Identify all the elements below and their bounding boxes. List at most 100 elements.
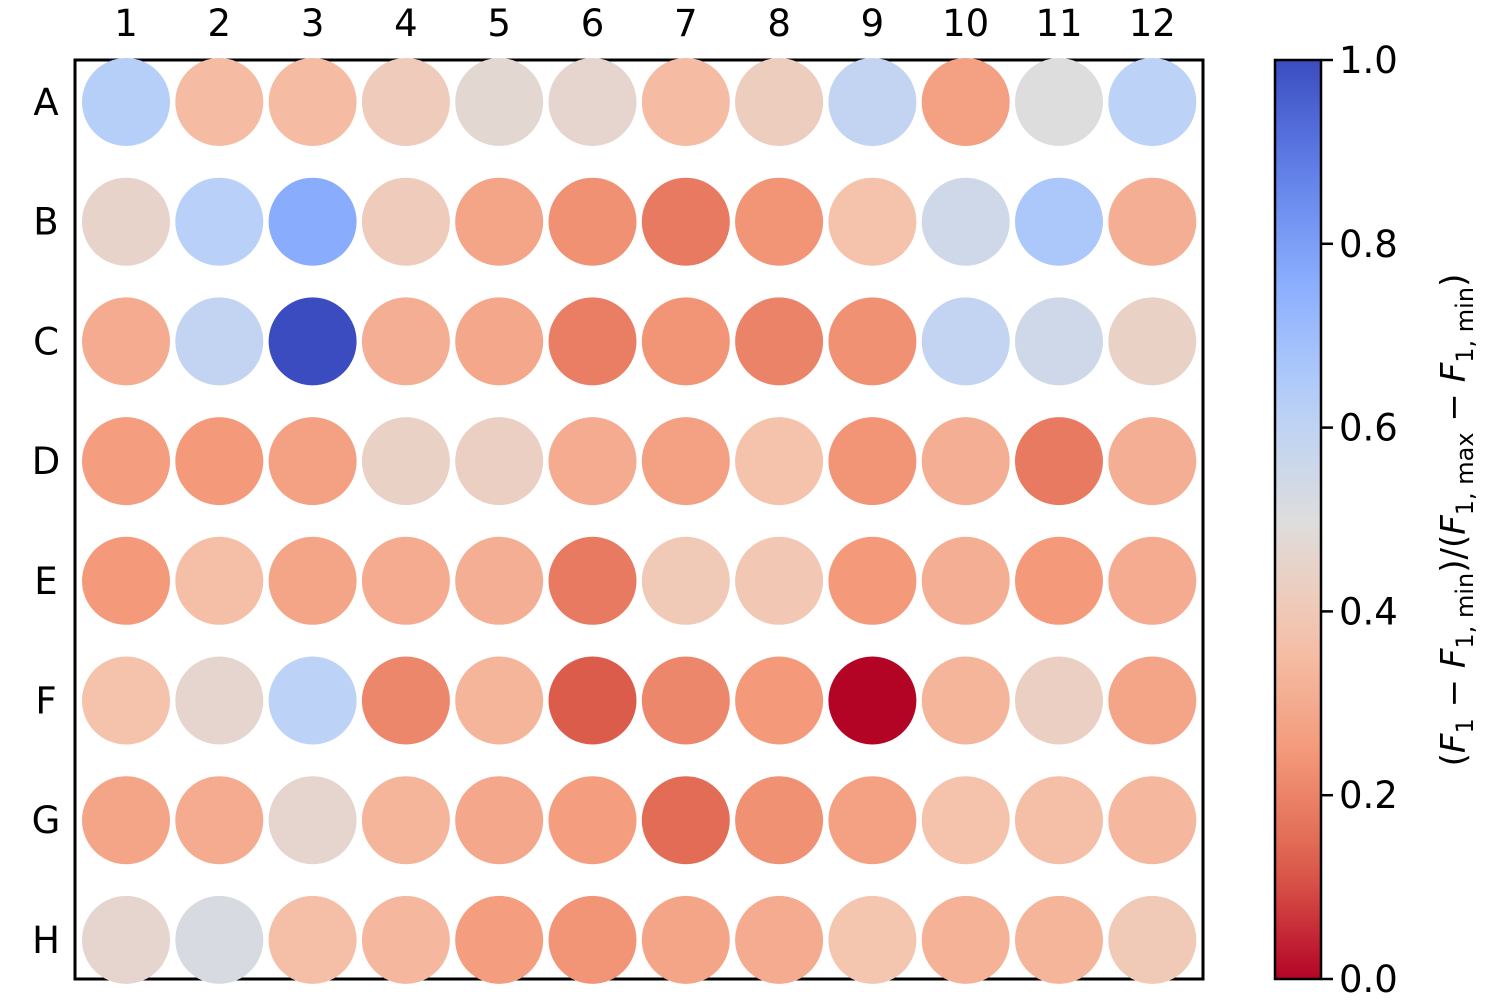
well-H11 (1015, 895, 1103, 984)
well-B1 (82, 177, 170, 266)
cb-title-f2: F (1434, 648, 1474, 668)
plot-area (73, 58, 1205, 981)
row-label-G: G (32, 799, 61, 842)
well-C6 (548, 297, 637, 386)
well-C7 (641, 297, 730, 386)
well-D6 (548, 417, 637, 506)
well-C10 (921, 297, 1010, 386)
well-A1 (82, 58, 170, 146)
column-label-9: 9 (861, 2, 885, 45)
column-label-7: 7 (674, 2, 698, 45)
cb-title-submin2: 1, min (1451, 287, 1479, 363)
row-label-B: B (33, 201, 58, 244)
well-A8 (735, 58, 824, 146)
well-A5 (455, 58, 544, 146)
cb-title-f1: F (1434, 733, 1474, 753)
well-G9 (828, 776, 917, 865)
well-A2 (175, 58, 264, 146)
well-A7 (641, 58, 730, 146)
wells-group (82, 58, 1197, 984)
well-B4 (361, 177, 450, 266)
colorbar-tick-label: 0.8 (1339, 223, 1398, 266)
well-E9 (828, 536, 917, 625)
well-B3 (268, 177, 357, 266)
cb-title-f4: F (1434, 362, 1474, 382)
column-label-2: 2 (208, 2, 232, 45)
well-E12 (1108, 536, 1197, 625)
well-G2 (175, 776, 264, 865)
well-C11 (1015, 297, 1103, 386)
well-G6 (548, 776, 637, 865)
column-labels: 1 2 3 4 5 6 7 8 9 10 11 12 (114, 2, 1176, 45)
well-F7 (641, 656, 730, 745)
well-D7 (641, 417, 730, 506)
well-C12 (1108, 297, 1197, 386)
column-label-8: 8 (767, 2, 791, 45)
row-label-E: E (34, 560, 57, 603)
well-G5 (455, 776, 544, 865)
well-A12 (1108, 58, 1197, 146)
column-label-5: 5 (487, 2, 511, 45)
well-H5 (455, 895, 544, 984)
well-G10 (921, 776, 1010, 865)
column-label-11: 11 (1035, 2, 1082, 45)
well-G7 (641, 776, 730, 865)
well-H10 (921, 895, 1010, 984)
well-H8 (735, 895, 824, 984)
well-B10 (921, 177, 1010, 266)
well-G1 (82, 776, 170, 865)
column-label-12: 12 (1129, 2, 1176, 45)
well-F11 (1015, 656, 1103, 745)
well-H4 (361, 895, 450, 984)
well-G4 (361, 776, 450, 865)
well-A9 (828, 58, 917, 146)
well-E10 (921, 536, 1010, 625)
well-F12 (1108, 656, 1197, 745)
well-C1 (82, 297, 170, 386)
well-D4 (361, 417, 450, 506)
colorbar-ticks: 0.0 0.2 0.4 0.6 0.8 1.0 (1321, 39, 1398, 1000)
row-label-C: C (33, 320, 59, 363)
well-F8 (735, 656, 824, 745)
well-B12 (1108, 177, 1197, 266)
well-D12 (1108, 417, 1197, 506)
well-G3 (268, 776, 357, 865)
well-E2 (175, 536, 264, 625)
well-C2 (175, 297, 264, 386)
column-label-10: 10 (942, 2, 989, 45)
well-D10 (921, 417, 1010, 506)
well-H12 (1108, 895, 1197, 984)
well-E1 (82, 536, 170, 625)
well-F4 (361, 656, 450, 745)
well-H9 (828, 895, 917, 984)
well-H2 (175, 895, 264, 984)
well-B9 (828, 177, 917, 266)
colorbar-tick-label: 0.6 (1339, 407, 1398, 450)
well-E3 (268, 536, 357, 625)
well-H3 (268, 895, 357, 984)
column-label-6: 6 (581, 2, 605, 45)
cb-title-slash: )/( (1434, 535, 1474, 573)
well-G8 (735, 776, 824, 865)
well-A4 (361, 58, 450, 146)
colorbar-tick-label: 0.4 (1339, 590, 1398, 633)
well-B2 (175, 177, 264, 266)
well-D9 (828, 417, 917, 506)
well-E5 (455, 536, 544, 625)
cb-title-open: ( (1434, 753, 1474, 766)
well-G12 (1108, 776, 1197, 865)
row-label-D: D (32, 440, 61, 483)
well-B8 (735, 177, 824, 266)
well-F10 (921, 656, 1010, 745)
colorbar-tick-label: 0.2 (1339, 774, 1398, 817)
colorbar (1273, 58, 1323, 981)
row-labels: A B C D E F G H (32, 81, 61, 962)
well-C3 (268, 297, 357, 386)
well-H6 (548, 895, 637, 984)
well-A10 (921, 58, 1010, 146)
cb-title-close: ) (1434, 274, 1474, 287)
well-F3 (268, 656, 357, 745)
cb-title-submin1: 1, min (1451, 573, 1479, 649)
column-label-4: 4 (394, 2, 418, 45)
